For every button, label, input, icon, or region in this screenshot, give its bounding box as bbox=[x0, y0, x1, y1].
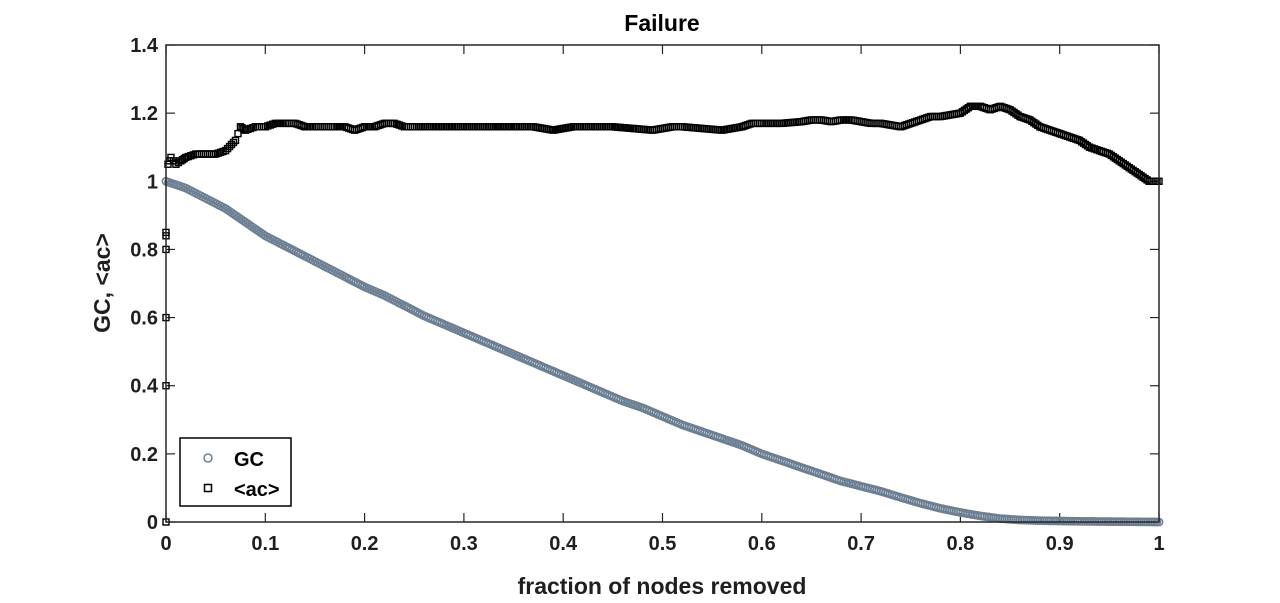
series-ac bbox=[162, 102, 1163, 526]
series-gc bbox=[161, 176, 1164, 527]
x-axis-label: fraction of nodes removed bbox=[518, 573, 807, 599]
chart-title: Failure bbox=[624, 10, 699, 36]
legend-marker-gc-icon bbox=[203, 453, 213, 463]
legend-label-gc: GC bbox=[234, 449, 264, 471]
ac-point bbox=[964, 103, 973, 112]
y-axis-label: GC, <ac> bbox=[89, 233, 115, 333]
x-tick-label: 0.2 bbox=[351, 533, 379, 555]
x-tick-label: 0.5 bbox=[649, 533, 677, 555]
x-tick-label: 0.9 bbox=[1046, 533, 1074, 555]
legend-marker-ac-icon bbox=[203, 483, 213, 493]
x-tick-label: 0.3 bbox=[450, 533, 478, 555]
ac-point bbox=[1083, 142, 1092, 150]
plot-area bbox=[166, 45, 1159, 522]
ac-point bbox=[227, 140, 236, 149]
x-tick-label: 1 bbox=[1153, 533, 1164, 555]
x-tick-label: 0.7 bbox=[847, 533, 875, 555]
axis-ticks: 0 0.1 0.2 0.3 0.4 0.5 0.6 0.7 0.8 0.9 1 0 0.2 0.4 0.6 0… bbox=[130, 35, 1164, 555]
ac-point bbox=[225, 142, 234, 151]
y-tick-label: 0 bbox=[147, 512, 158, 534]
y-tick-label: 1 bbox=[147, 171, 158, 193]
y-tick-label: 0.4 bbox=[130, 376, 159, 398]
ac-point bbox=[223, 144, 232, 153]
x-tick-label: 0.8 bbox=[946, 533, 974, 555]
x-tick-label: 0 bbox=[160, 533, 171, 555]
data-marks bbox=[161, 102, 1164, 527]
legend: GC <ac> bbox=[179, 437, 292, 507]
x-tick-label: 0.4 bbox=[549, 533, 578, 555]
y-tick-label: 1.4 bbox=[130, 35, 159, 57]
y-tick-label: 0.8 bbox=[130, 239, 158, 261]
ac-point bbox=[229, 138, 238, 147]
x-tick-label: 0.6 bbox=[748, 533, 776, 555]
y-tick-label: 0.2 bbox=[130, 444, 158, 466]
y-tick-label: 1.2 bbox=[130, 103, 158, 125]
ac-point bbox=[231, 136, 240, 145]
x-tick-label: 0.1 bbox=[251, 533, 279, 555]
legend-box bbox=[179, 437, 292, 507]
legend-label-ac: <ac> bbox=[234, 479, 280, 501]
ac-point bbox=[221, 146, 230, 155]
ac-point bbox=[234, 129, 242, 138]
y-tick-label: 0.6 bbox=[130, 308, 158, 330]
plot-frame bbox=[165, 44, 1160, 523]
